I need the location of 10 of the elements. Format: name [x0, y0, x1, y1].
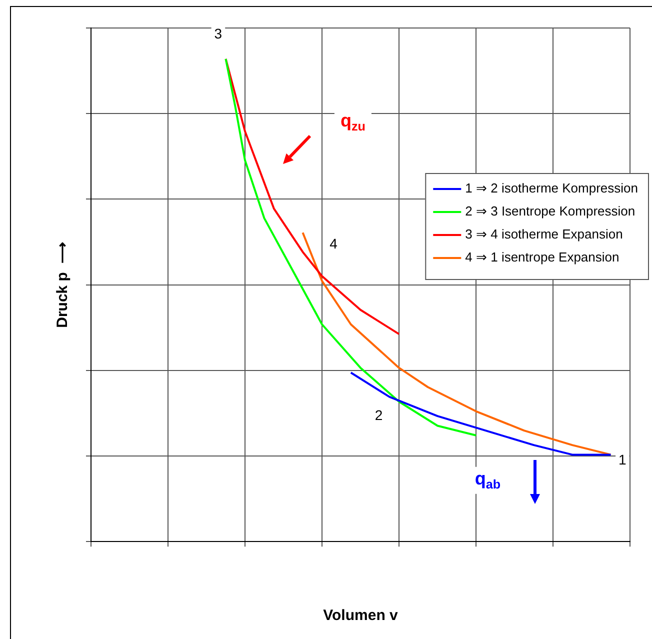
y-axis-title: Druck p ⟶	[54, 242, 72, 328]
legend-label: 3 ⇒ 4 isotherme Expansion	[465, 226, 623, 242]
annotation: 4	[330, 236, 338, 252]
annotation: 2	[374, 407, 383, 424]
legend-label: 1 ⇒ 2 isotherme Kompression	[465, 180, 638, 196]
text: 3	[214, 26, 222, 42]
annotation: 1	[618, 451, 627, 468]
legend-label: 2 ⇒ 3 Isentrope Kompression	[465, 204, 636, 219]
x-axis-title: Volumen v	[323, 607, 399, 624]
legend-label: 4 ⇒ 1 isentrope Expansion	[465, 250, 620, 265]
